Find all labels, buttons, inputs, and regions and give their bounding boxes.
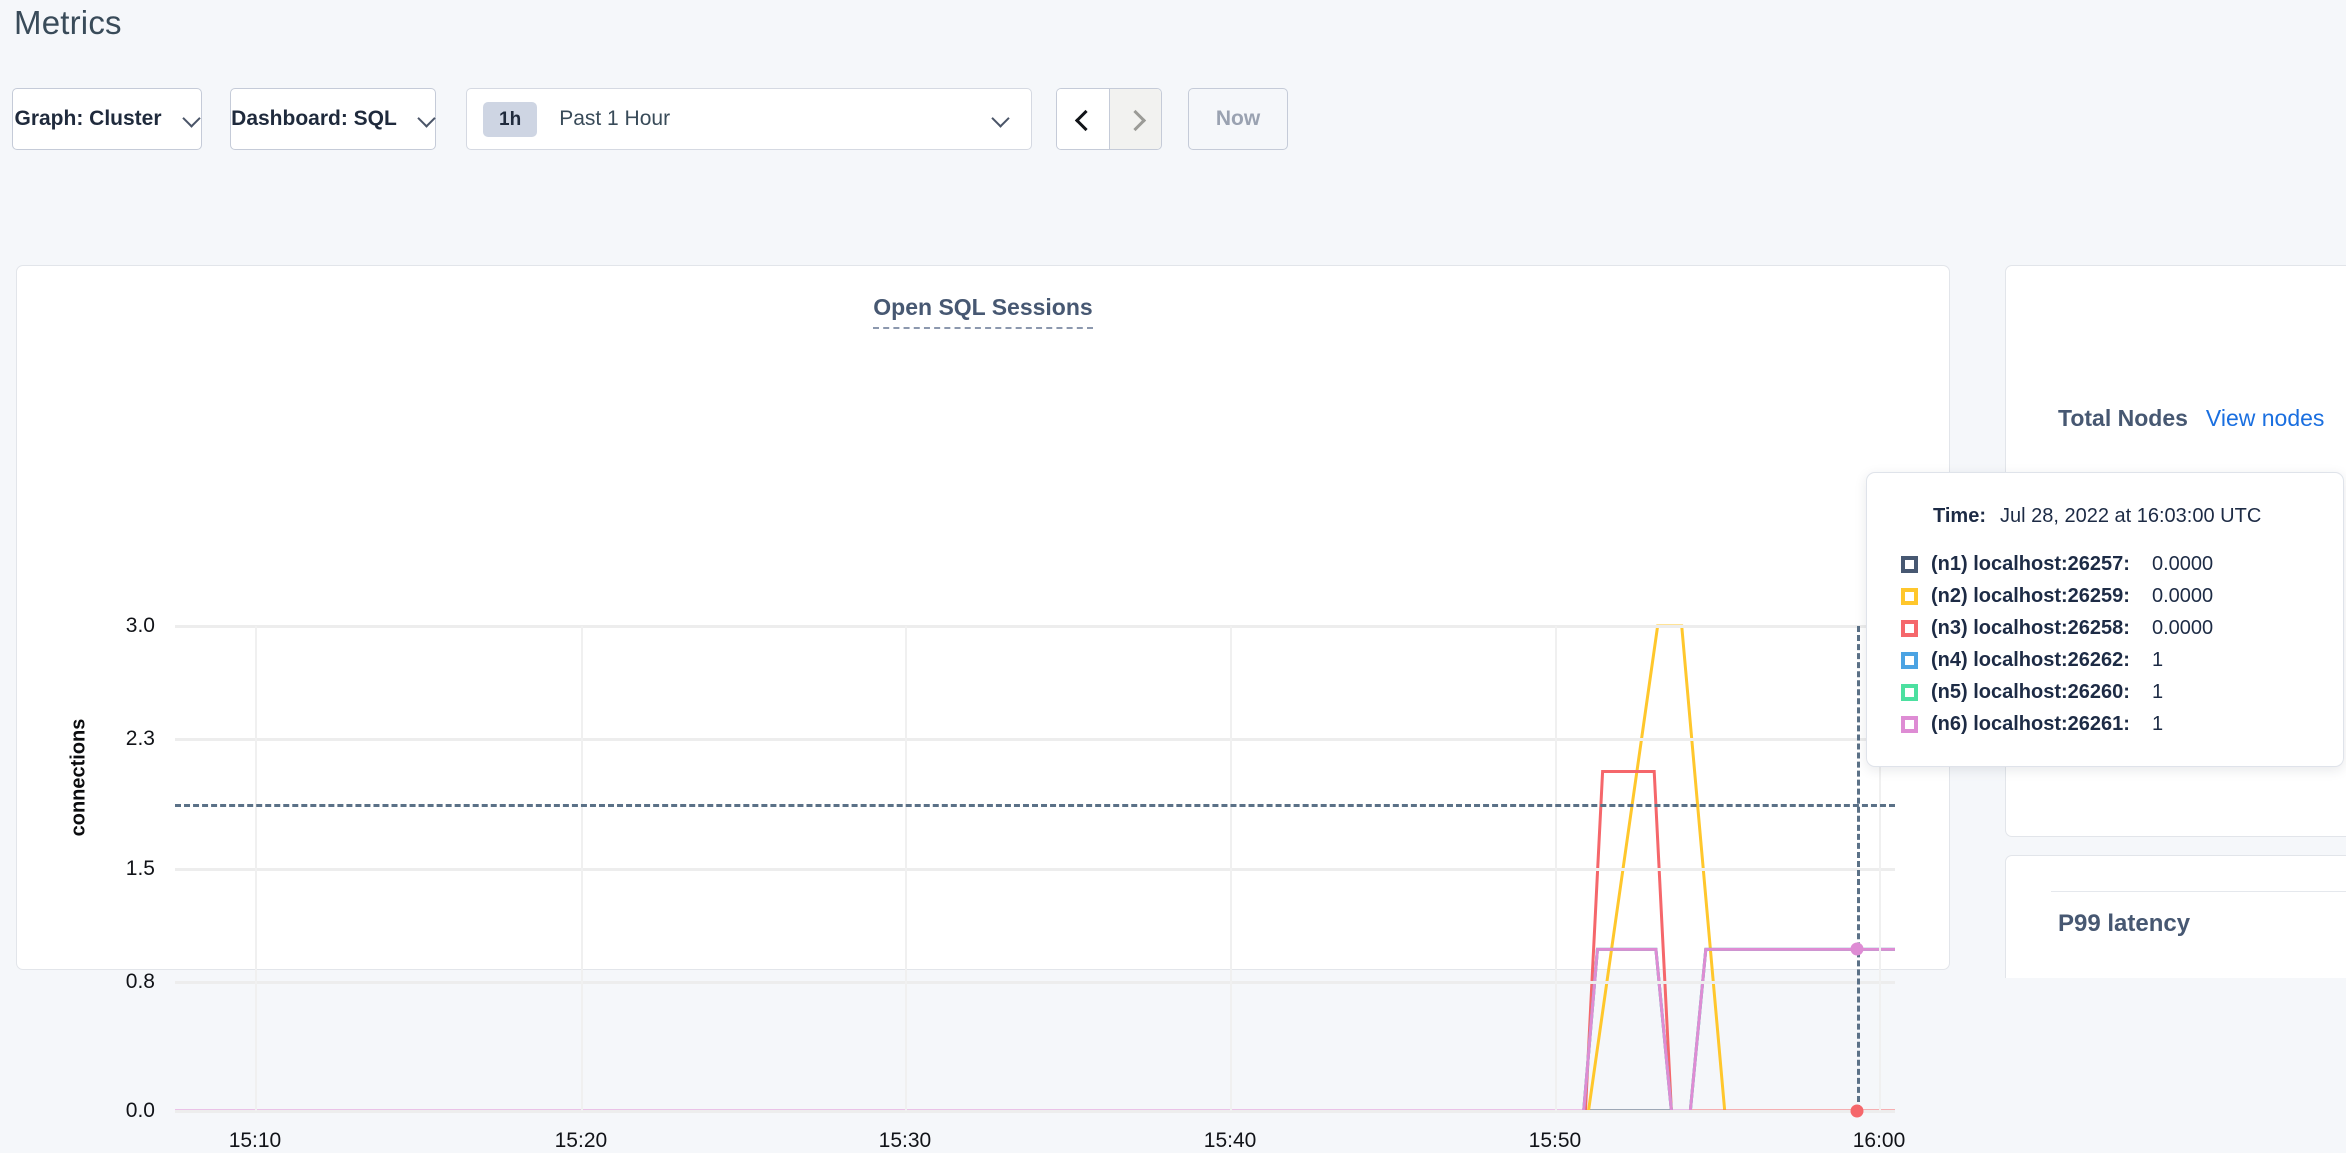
tooltip-series-row: (n4) localhost:26262: 1 bbox=[1901, 644, 2313, 676]
tooltip-series-row: (n2) localhost:26259: 0.0000 bbox=[1901, 580, 2313, 612]
time-range-badge: 1h bbox=[483, 101, 538, 137]
view-nodes-link[interactable]: View nodes bbox=[2205, 405, 2325, 431]
gridline-vertical bbox=[1879, 626, 1881, 1111]
chart-plot-area[interactable]: 0.0 0.8 1.5 2.3 3.0 15:10 15:20 15:30 15:40 15:50… bbox=[126, 614, 1905, 1152]
tooltip-series-row: (n6) localhost:26261: 1 bbox=[1901, 708, 2313, 740]
tooltip-series-name: (n4) localhost:26262: bbox=[1931, 648, 2130, 671]
x-axis-tick-label: 15:10 bbox=[228, 1129, 282, 1152]
tooltip-time-row: Time: Jul 28, 2022 at 16:03:00 UTC bbox=[1933, 505, 2313, 528]
tooltip-series-value: 1 bbox=[2151, 680, 2164, 703]
gridline-horizontal bbox=[175, 738, 1895, 742]
gridline-horizontal bbox=[175, 867, 1895, 871]
chart-series-line bbox=[175, 949, 1895, 1111]
series-color-swatch-icon bbox=[1901, 715, 1918, 733]
tooltip-series-value: 0.0000 bbox=[2151, 616, 2214, 639]
tooltip-series-value: 0.0000 bbox=[2151, 584, 2214, 607]
reference-line bbox=[175, 803, 1895, 807]
page-title: Metrics bbox=[14, 4, 122, 41]
dashboard-select-label: Dashboard: SQL bbox=[231, 107, 397, 130]
tooltip-series-name: (n2) localhost:26259: bbox=[1931, 584, 2130, 607]
cursor-data-point bbox=[1850, 942, 1864, 956]
y-axis-tick-label: 0.0 bbox=[125, 1099, 155, 1122]
tooltip-time-value: Jul 28, 2022 at 16:03:00 UTC bbox=[1999, 505, 2262, 527]
x-axis-tick-label: 15:30 bbox=[878, 1129, 932, 1152]
tooltip-series-name: (n3) localhost:26258: bbox=[1931, 616, 2130, 639]
gridline-vertical bbox=[904, 626, 907, 1111]
chevron-left-icon bbox=[1075, 111, 1092, 128]
total-nodes-label: Total Nodes bbox=[2058, 405, 2188, 431]
chart-series-line bbox=[175, 772, 1895, 1112]
y-axis-tick-label: 3.0 bbox=[125, 614, 155, 637]
metrics-toolbar: Graph: Cluster Dashboard: SQL 1h Past 1 … bbox=[12, 88, 1288, 150]
tooltip-series-row: (n5) localhost:26260: 1 bbox=[1901, 676, 2313, 708]
x-axis-tick-label: 15:40 bbox=[1203, 1129, 1257, 1152]
chart-tooltip: Time: Jul 28, 2022 at 16:03:00 UTC (n1) … bbox=[1866, 472, 2344, 767]
time-nav-group bbox=[1056, 88, 1162, 150]
cursor-line bbox=[1857, 626, 1861, 1111]
chart-series-line bbox=[175, 949, 1895, 1111]
tooltip-series-value: 1 bbox=[2151, 712, 2164, 735]
gridline-vertical bbox=[580, 626, 583, 1111]
x-axis-tick-label: 15:50 bbox=[1528, 1129, 1582, 1152]
now-button[interactable]: Now bbox=[1188, 88, 1288, 150]
series-color-swatch-icon bbox=[1901, 587, 1918, 605]
time-range-label: Past 1 Hour bbox=[559, 107, 671, 130]
previous-time-button[interactable] bbox=[1057, 89, 1109, 149]
chart-title-text[interactable]: Open SQL Sessions bbox=[873, 294, 1093, 329]
dashboard-select-dropdown[interactable]: Dashboard: SQL bbox=[230, 88, 436, 150]
gridline-horizontal bbox=[175, 625, 1895, 628]
tooltip-series-name: (n1) localhost:26257: bbox=[1931, 552, 2130, 575]
series-color-swatch-icon bbox=[1901, 651, 1918, 669]
chevron-down-icon bbox=[419, 111, 435, 127]
gridline-vertical bbox=[1230, 626, 1233, 1111]
series-color-swatch-icon bbox=[1901, 555, 1918, 573]
tooltip-time-label: Time: bbox=[1933, 505, 1986, 527]
tooltip-series-list: (n1) localhost:26257: 0.0000 (n2) localhos… bbox=[1901, 548, 2313, 740]
tooltip-series-name: (n6) localhost:26261: bbox=[1931, 712, 2130, 735]
x-axis-tick-label: 15:20 bbox=[554, 1129, 608, 1152]
gridline-horizontal bbox=[175, 980, 1895, 984]
graph-select-label: Graph: Cluster bbox=[14, 107, 162, 130]
tooltip-series-value: 1 bbox=[2151, 648, 2164, 671]
graph-select-dropdown[interactable]: Graph: Cluster bbox=[12, 88, 202, 150]
tooltip-series-row: (n1) localhost:26257: 0.0000 bbox=[1901, 548, 2313, 580]
y-axis-tick-label: 1.5 bbox=[125, 856, 155, 880]
tooltip-series-row: (n3) localhost:26258: 0.0000 bbox=[1901, 612, 2313, 644]
open-sql-sessions-chart-card: Open SQL Sessions connections 0.0 0.8 1.5 2… bbox=[16, 265, 1950, 1152]
tooltip-series-value: 0.0000 bbox=[2151, 552, 2214, 575]
chevron-right-icon bbox=[1127, 111, 1144, 128]
cursor-data-point bbox=[1850, 1104, 1864, 1118]
x-axis-tick-label: 16:00 bbox=[1852, 1129, 1906, 1152]
y-axis-tick-label: 2.3 bbox=[125, 727, 155, 751]
p99-latency-title: P99 latency bbox=[2058, 910, 2191, 937]
series-color-swatch-icon bbox=[1901, 683, 1918, 701]
tooltip-series-name: (n5) localhost:26260: bbox=[1931, 680, 2130, 703]
series-color-swatch-icon bbox=[1901, 619, 1918, 637]
chevron-down-icon bbox=[184, 111, 200, 127]
total-nodes-row: Total Nodes View nodes bbox=[2058, 405, 2324, 432]
latency-divider bbox=[2051, 891, 2346, 892]
gridline-vertical bbox=[254, 626, 257, 1111]
gridline-vertical bbox=[1554, 626, 1557, 1111]
y-axis-label: connections bbox=[67, 718, 90, 837]
time-range-dropdown[interactable]: 1h Past 1 Hour bbox=[466, 88, 1032, 150]
y-axis-tick-label: 0.8 bbox=[125, 969, 155, 993]
chart-title: Open SQL Sessions bbox=[17, 294, 1949, 329]
next-time-button[interactable] bbox=[1109, 89, 1161, 149]
chevron-down-icon bbox=[993, 111, 1009, 127]
p99-latency-card bbox=[2005, 855, 2346, 978]
gridline-horizontal bbox=[175, 1110, 1895, 1113]
chart-series-line bbox=[175, 949, 1895, 1111]
